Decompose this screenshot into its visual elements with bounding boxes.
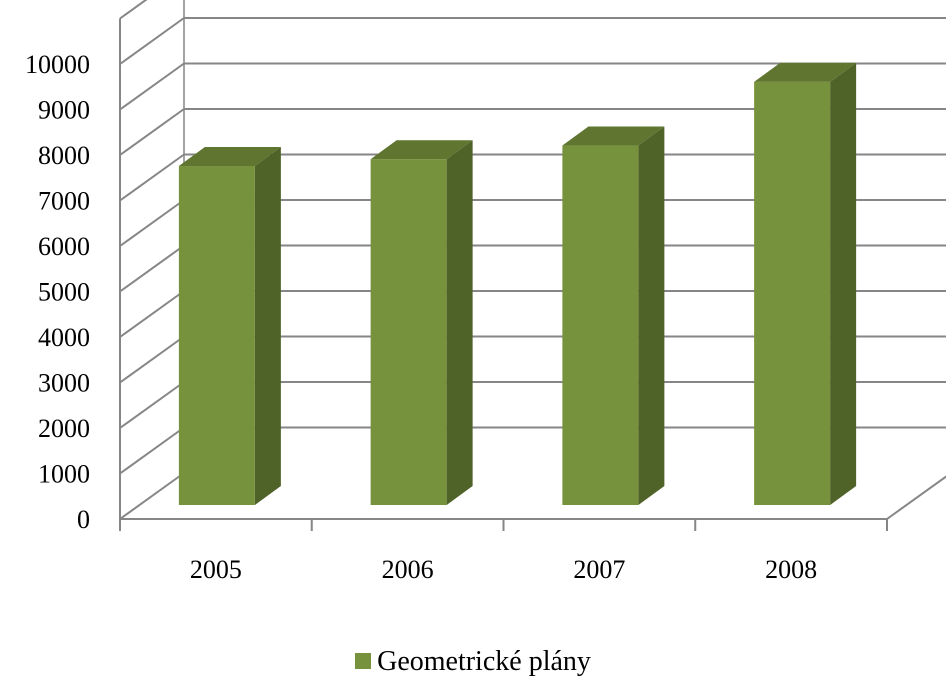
bar-front	[178, 166, 255, 505]
legend: Geometrické plány	[0, 646, 946, 678]
y-tick-label: 6000	[38, 232, 90, 261]
bar	[370, 140, 473, 505]
bar-front	[562, 145, 639, 506]
side-gridline	[119, 108, 185, 156]
bar-side	[446, 140, 473, 505]
bar	[178, 147, 281, 505]
side-gridline	[119, 472, 185, 520]
bar-top	[562, 126, 665, 146]
bars-layer	[178, 62, 857, 506]
y-tick-label: 8000	[38, 141, 90, 170]
bar	[562, 126, 665, 506]
side-gridline	[119, 290, 185, 338]
y-tick-label: 1000	[38, 460, 90, 489]
y-tick-label: 2000	[38, 414, 90, 443]
x-tick-label: 2006	[382, 555, 434, 584]
x-tick-label: 2008	[765, 555, 817, 584]
bar-side	[830, 62, 857, 505]
bar-top	[754, 62, 857, 82]
side-gridline	[119, 244, 185, 293]
bar	[754, 62, 857, 505]
side-gridline	[119, 17, 185, 65]
legend-swatch	[355, 653, 372, 669]
x-tick-label: 2005	[190, 555, 242, 584]
floor-edge	[886, 475, 946, 520]
y-tick-label: 3000	[38, 369, 90, 398]
bar-side	[254, 147, 281, 505]
side-gridline	[119, 335, 185, 384]
y-tick-label: 5000	[38, 278, 90, 307]
side-gridline	[119, 62, 185, 111]
side-gridline	[119, 0, 148, 20]
labels-layer: 0 1000 2000 3000 4000 5000 6000 7000 8000 9000 100…	[25, 50, 817, 584]
y-tick-label: 9000	[38, 96, 90, 125]
y-tick-label: 0	[77, 505, 90, 534]
bar-top	[370, 140, 473, 160]
side-gridline	[119, 199, 185, 247]
legend-label: Geometrické plány	[377, 646, 591, 677]
bar-front	[370, 159, 447, 505]
y-tick-label: 7000	[38, 187, 90, 216]
side-gridline	[119, 153, 185, 202]
bar-front	[754, 81, 831, 505]
side-gridline	[119, 381, 185, 429]
x-tick-label: 2007	[573, 555, 625, 584]
bar-side	[638, 126, 665, 506]
y-tick-label: 10000	[25, 50, 90, 79]
y-tick-label: 4000	[38, 323, 90, 352]
bar-top	[178, 147, 281, 167]
side-gridline	[119, 426, 185, 475]
